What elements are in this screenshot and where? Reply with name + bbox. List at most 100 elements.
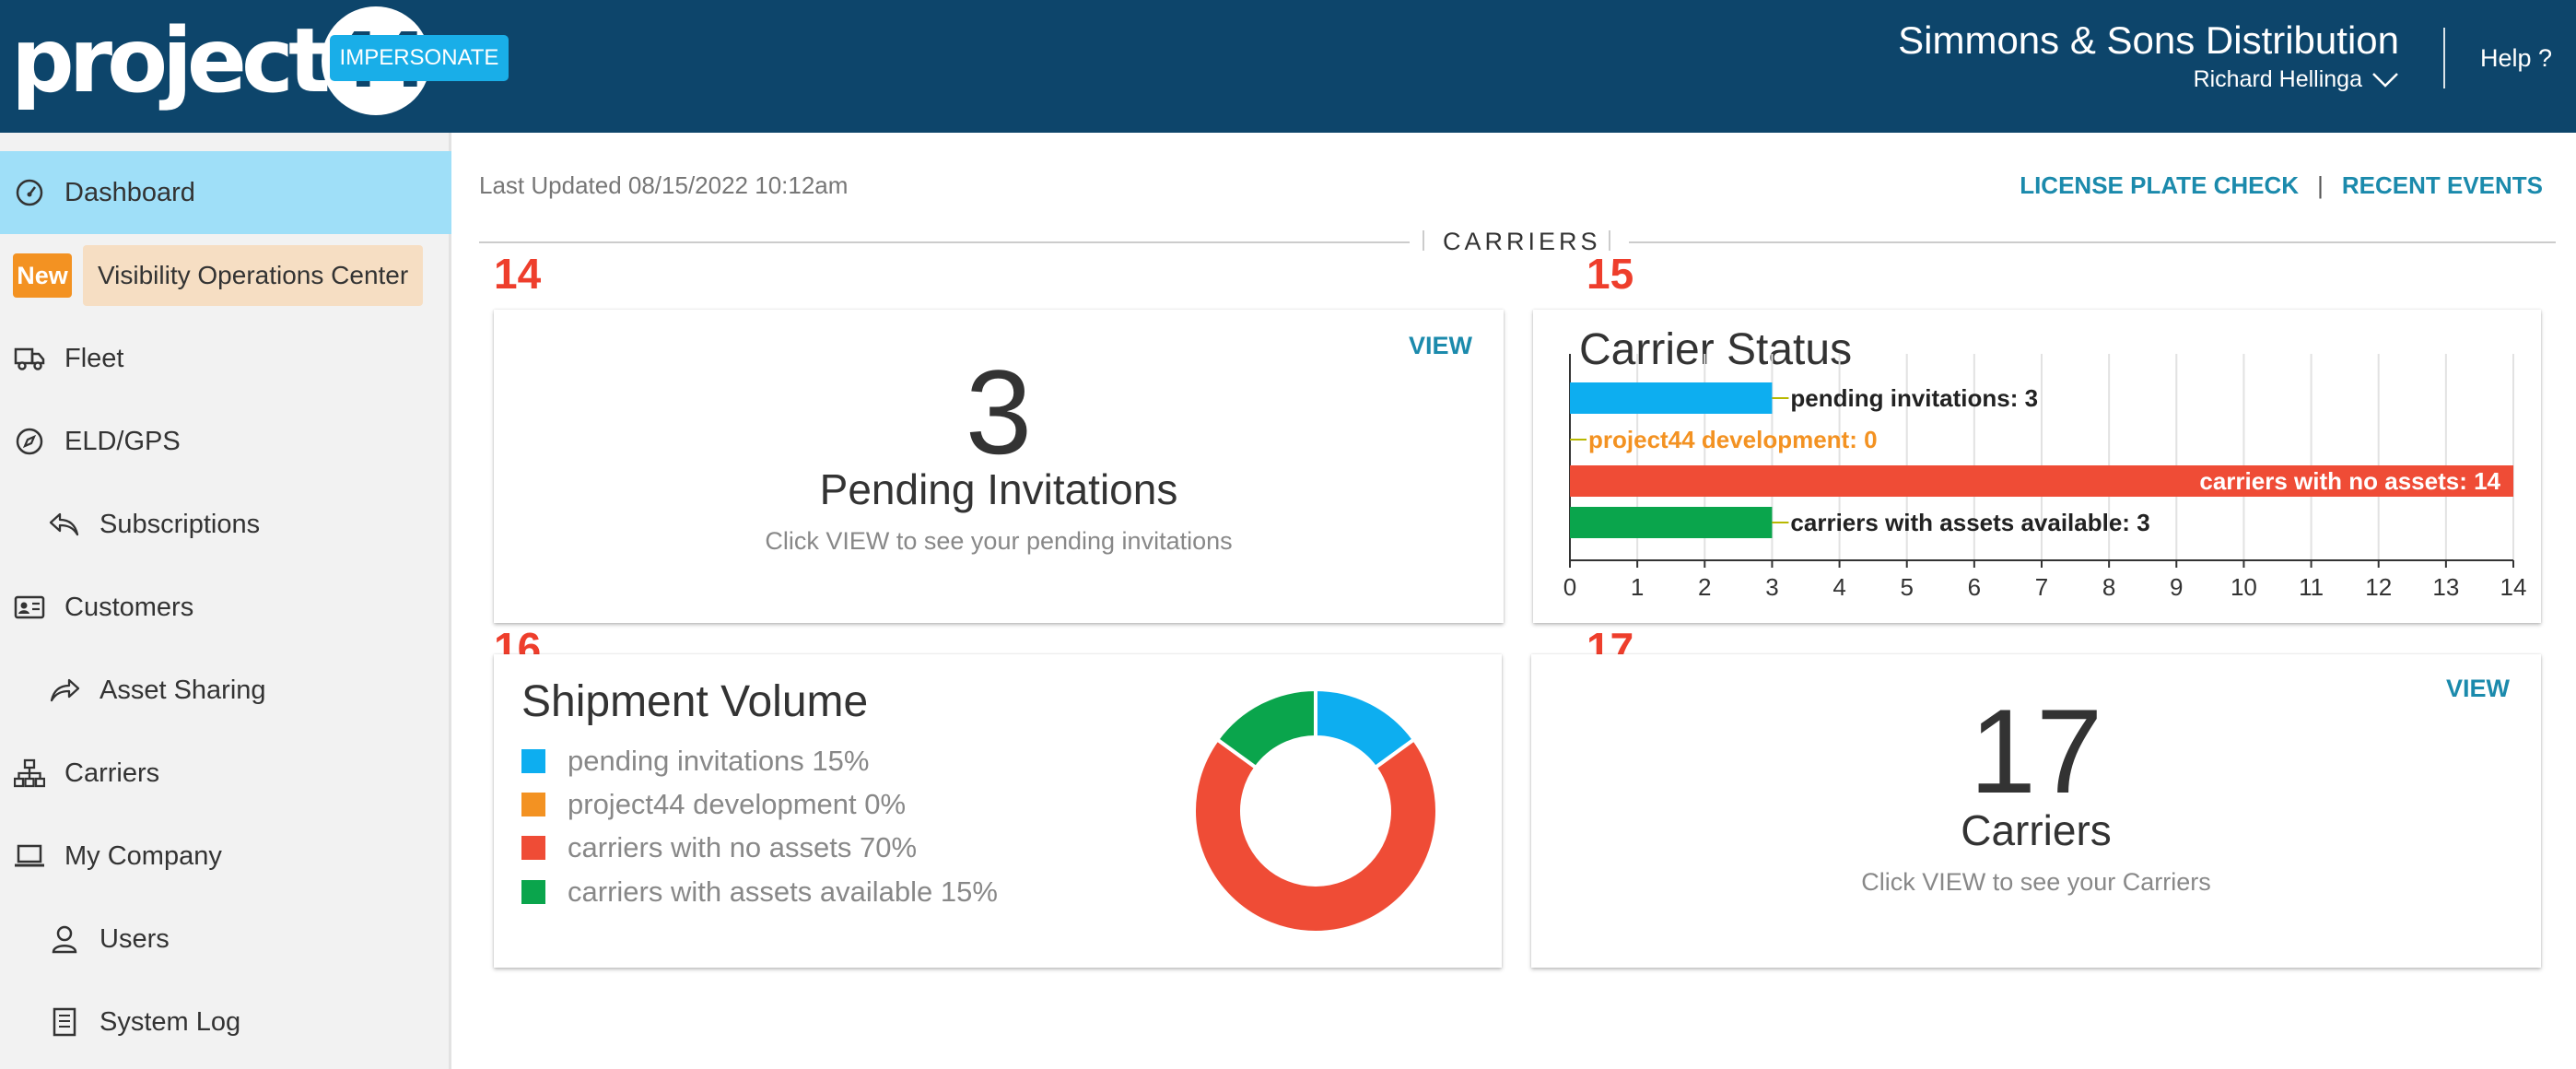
sidebar-item-label: Carriers <box>64 758 160 788</box>
card-number-14: 14 <box>494 250 542 298</box>
bar-carriers-with-no-assets[interactable] <box>1570 465 2513 497</box>
x-tick-label: 11 <box>2299 573 2324 601</box>
top-links: LICENSE PLATE CHECK | RECENT EVENTS <box>2020 171 2543 200</box>
legend-swatch <box>521 880 545 904</box>
sidebar-item-label: Fleet <box>64 343 124 373</box>
bar-data-label: pending invitations: 3 <box>1790 384 2038 412</box>
section-divider-left <box>479 241 1410 243</box>
bar-data-label: project44 development: 0 <box>1588 426 1878 453</box>
x-tick-label: 4 <box>1832 573 1845 601</box>
legend-label: carriers with assets available 15% <box>568 875 998 908</box>
shipment-volume-donut-chart <box>1192 687 1439 934</box>
legend-label: carriers with no assets 70% <box>568 831 918 863</box>
laptop-icon <box>13 840 46 873</box>
bar-data-label: carriers with no assets: 14 <box>2199 467 2500 495</box>
id-card-icon <box>13 591 46 624</box>
legend-label: pending invitations 15% <box>568 745 870 777</box>
user-icon <box>48 922 81 956</box>
sidebar-item-label: System Log <box>100 1006 241 1037</box>
card-number-15: 15 <box>1587 250 1634 298</box>
x-tick-label: 1 <box>1631 573 1644 601</box>
user-menu[interactable]: Richard Hellinga <box>2194 66 2399 93</box>
sidebar-item-label: Visibility Operations Center <box>83 245 424 306</box>
shipment-volume-title: Shipment Volume <box>521 677 869 726</box>
legend-swatch <box>521 836 545 860</box>
pending-invitations-label: Pending Invitations <box>819 465 1178 513</box>
sidebar-item-asset-sharing[interactable]: Asset Sharing <box>0 649 451 732</box>
shipment-volume-card: Shipment Volume pending invitations 15% … <box>494 654 1502 968</box>
sidebar-item-label: ELD/GPS <box>64 426 181 456</box>
help-link[interactable]: Help ? <box>2480 44 2553 72</box>
logo-wordmark: project <box>11 9 331 112</box>
donut-slice-carriers-with-no-assets[interactable] <box>1192 736 1439 934</box>
carriers-subtext: Click VIEW to see your Carriers <box>1861 868 2211 896</box>
recent-events-link[interactable]: RECENT EVENTS <box>2341 171 2543 199</box>
x-tick-label: 8 <box>2102 573 2115 601</box>
sidebar: Dashboard New Visibility Operations Cent… <box>0 133 451 1069</box>
legend-item-carriers-assets-available: carriers with assets available 15% <box>521 875 998 909</box>
last-updated-text: Last Updated 08/15/2022 10:12am <box>479 171 849 199</box>
bar-carriers-with-assets-available[interactable] <box>1570 507 1773 538</box>
carrier-status-title: Carrier Status <box>1579 325 1853 374</box>
section-title: CARRIERS <box>1443 228 1601 255</box>
share-arrow-icon <box>48 674 81 707</box>
user-name: Richard Hellinga <box>2193 66 2362 92</box>
donut-slice-carriers-with-assets-available[interactable] <box>1214 687 1317 770</box>
log-document-icon <box>48 1005 81 1039</box>
org-chart-icon <box>13 757 46 790</box>
sidebar-item-dashboard[interactable]: Dashboard <box>0 151 451 234</box>
impersonate-button[interactable]: IMPERSONATE <box>330 35 509 81</box>
bar-pending-invitations[interactable] <box>1570 382 1773 414</box>
legend-swatch <box>521 793 545 816</box>
new-badge: New <box>13 253 72 298</box>
legend-swatch <box>521 749 545 773</box>
legend-label: project44 development 0% <box>568 788 907 820</box>
sidebar-item-carriers[interactable]: Carriers <box>0 732 451 815</box>
x-tick-label: 5 <box>1900 573 1913 601</box>
sidebar-item-label: Customers <box>64 592 194 622</box>
section-divider-right <box>1629 241 2556 243</box>
legend-item-pending-invitations: pending invitations 15% <box>521 745 869 778</box>
pending-invitations-count: 3 <box>965 345 1033 479</box>
carriers-label: Carriers <box>1961 806 2112 854</box>
pending-invitations-subtext: Click VIEW to see your pending invitatio… <box>765 527 1233 555</box>
x-tick-label: 12 <box>2365 573 2392 601</box>
sidebar-item-users[interactable]: Users <box>0 898 451 981</box>
company-name: Simmons & Sons Distribution <box>1898 18 2399 62</box>
carriers-view-link[interactable]: VIEW <box>2445 675 2510 702</box>
bar-data-label: carriers with assets available: 3 <box>1790 509 2149 536</box>
sidebar-item-customers[interactable]: Customers <box>0 566 451 649</box>
sidebar-item-subscriptions[interactable]: Subscriptions <box>0 483 451 566</box>
section-tick-left <box>1423 230 1424 251</box>
reply-arrow-icon <box>48 508 81 541</box>
dashboard-gauge-icon <box>13 176 46 209</box>
header-divider <box>2443 28 2445 88</box>
sidebar-item-label: My Company <box>64 840 222 871</box>
x-tick-label: 3 <box>1765 573 1778 601</box>
sidebar-item-visibility-operations-center[interactable]: New Visibility Operations Center <box>0 234 451 317</box>
legend-item-carriers-no-assets: carriers with no assets 70% <box>521 831 917 864</box>
x-tick-label: 13 <box>2432 573 2459 601</box>
x-tick-label: 7 <box>2035 573 2048 601</box>
compass-icon <box>13 425 46 458</box>
sidebar-item-eld-gps[interactable]: ELD/GPS <box>0 400 451 483</box>
top-header: project 44 IMPERSONATE Simmons & Sons Di… <box>0 0 2576 133</box>
sidebar-item-fleet[interactable]: Fleet <box>0 317 451 400</box>
chevron-down-icon <box>2372 72 2398 88</box>
carriers-count: 17 <box>1969 684 2103 818</box>
x-tick-label: 2 <box>1698 573 1711 601</box>
x-tick-label: 9 <box>2170 573 2183 601</box>
sidebar-item-system-log[interactable]: System Log <box>0 981 451 1063</box>
sidebar-item-label: Dashboard <box>64 177 195 207</box>
x-tick-label: 0 <box>1563 573 1576 601</box>
pending-invitations-view-link[interactable]: VIEW <box>1408 332 1472 359</box>
sidebar-item-label: Users <box>100 923 170 954</box>
sidebar-item-label: Subscriptions <box>100 509 261 539</box>
sidebar-item-my-company[interactable]: My Company <box>0 815 451 898</box>
pending-invitations-card: VIEW 3 Pending Invitations Click VIEW to… <box>494 310 1504 623</box>
x-tick-label: 6 <box>1968 573 1981 601</box>
x-tick-label: 14 <box>2500 573 2527 601</box>
license-plate-check-link[interactable]: LICENSE PLATE CHECK <box>2020 171 2300 199</box>
section-tick-right <box>1609 230 1610 251</box>
